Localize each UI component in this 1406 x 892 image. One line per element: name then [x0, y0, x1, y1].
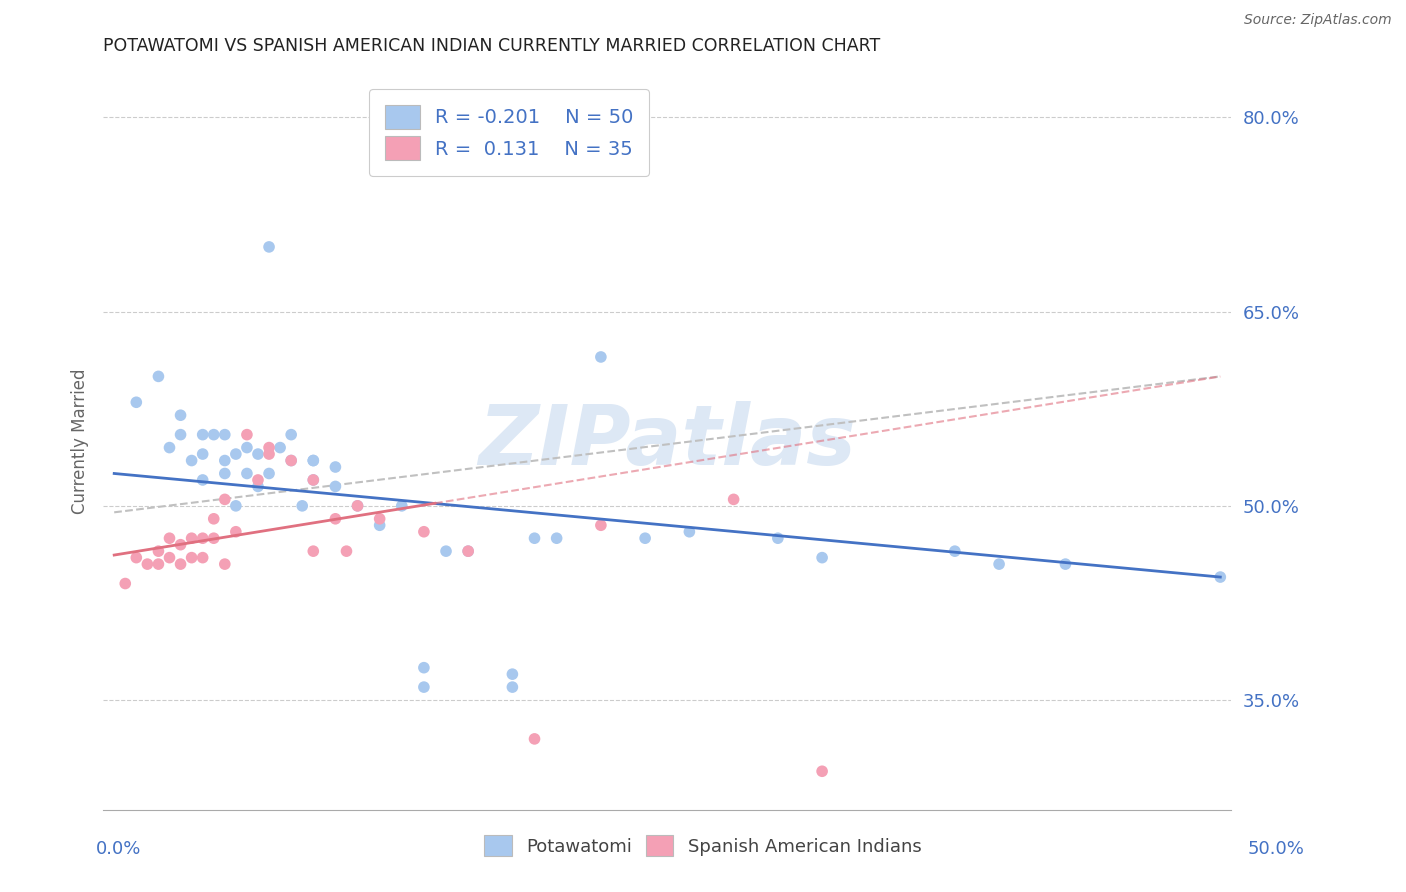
Point	[114, 576, 136, 591]
Point	[180, 453, 202, 467]
Point	[589, 518, 612, 533]
Point	[325, 512, 347, 526]
Point	[191, 447, 214, 461]
Point	[257, 240, 280, 254]
Text: 50.0%: 50.0%	[1249, 840, 1305, 858]
Legend: R = -0.201    N = 50, R =  0.131    N = 35: R = -0.201 N = 50, R = 0.131 N = 35	[370, 89, 650, 176]
Point	[214, 467, 236, 481]
Point	[180, 531, 202, 545]
Point	[412, 680, 434, 694]
Point	[148, 557, 170, 571]
Point	[202, 512, 225, 526]
Point	[523, 731, 546, 746]
Point	[169, 408, 191, 422]
Point	[180, 550, 202, 565]
Text: POTAWATOMI VS SPANISH AMERICAN INDIAN CURRENTLY MARRIED CORRELATION CHART: POTAWATOMI VS SPANISH AMERICAN INDIAN CU…	[103, 37, 880, 55]
Point	[678, 524, 700, 539]
Point	[136, 557, 159, 571]
Point	[246, 479, 269, 493]
Point	[302, 453, 325, 467]
Point	[335, 544, 357, 558]
Point	[302, 453, 325, 467]
Point	[236, 441, 259, 455]
Point	[225, 499, 247, 513]
Point	[246, 473, 269, 487]
Point	[1209, 570, 1232, 584]
Point	[202, 427, 225, 442]
Point	[302, 544, 325, 558]
Point	[214, 427, 236, 442]
Point	[766, 531, 789, 545]
Point	[169, 538, 191, 552]
Point	[723, 492, 745, 507]
Point	[148, 369, 170, 384]
Point	[148, 544, 170, 558]
Point	[214, 492, 236, 507]
Point	[325, 460, 347, 475]
Point	[257, 441, 280, 455]
Point	[302, 473, 325, 487]
Text: ZIPatlas: ZIPatlas	[478, 401, 856, 482]
Point	[191, 427, 214, 442]
Point	[546, 531, 568, 545]
Point	[811, 764, 834, 779]
Point	[169, 557, 191, 571]
Point	[191, 550, 214, 565]
Point	[988, 557, 1011, 571]
Point	[236, 427, 259, 442]
Point	[236, 467, 259, 481]
Point	[269, 441, 291, 455]
Point	[368, 512, 391, 526]
Point	[202, 531, 225, 545]
Point	[246, 447, 269, 461]
Point	[391, 499, 413, 513]
Point	[214, 557, 236, 571]
Point	[159, 441, 181, 455]
Point	[214, 453, 236, 467]
Point	[943, 544, 966, 558]
Point	[225, 447, 247, 461]
Point	[225, 524, 247, 539]
Point	[457, 544, 479, 558]
Point	[811, 550, 834, 565]
Point	[368, 518, 391, 533]
Point	[346, 499, 368, 513]
Text: Source: ZipAtlas.com: Source: ZipAtlas.com	[1244, 13, 1392, 28]
Point	[325, 479, 347, 493]
Point	[346, 499, 368, 513]
Text: 0.0%: 0.0%	[96, 840, 141, 858]
Point	[501, 680, 523, 694]
Y-axis label: Currently Married: Currently Married	[72, 368, 89, 514]
Point	[523, 531, 546, 545]
Point	[412, 661, 434, 675]
Point	[159, 550, 181, 565]
Point	[257, 467, 280, 481]
Point	[412, 524, 434, 539]
Point	[291, 499, 314, 513]
Legend: Potawatomi, Spanish American Indians: Potawatomi, Spanish American Indians	[477, 828, 929, 863]
Point	[191, 531, 214, 545]
Point	[280, 427, 302, 442]
Point	[191, 473, 214, 487]
Point	[1054, 557, 1077, 571]
Point	[125, 550, 148, 565]
Point	[159, 531, 181, 545]
Point	[280, 453, 302, 467]
Point	[634, 531, 657, 545]
Point	[302, 473, 325, 487]
Point	[501, 667, 523, 681]
Point	[589, 350, 612, 364]
Point	[434, 544, 457, 558]
Point	[280, 453, 302, 467]
Point	[125, 395, 148, 409]
Point	[257, 447, 280, 461]
Point	[169, 427, 191, 442]
Point	[457, 544, 479, 558]
